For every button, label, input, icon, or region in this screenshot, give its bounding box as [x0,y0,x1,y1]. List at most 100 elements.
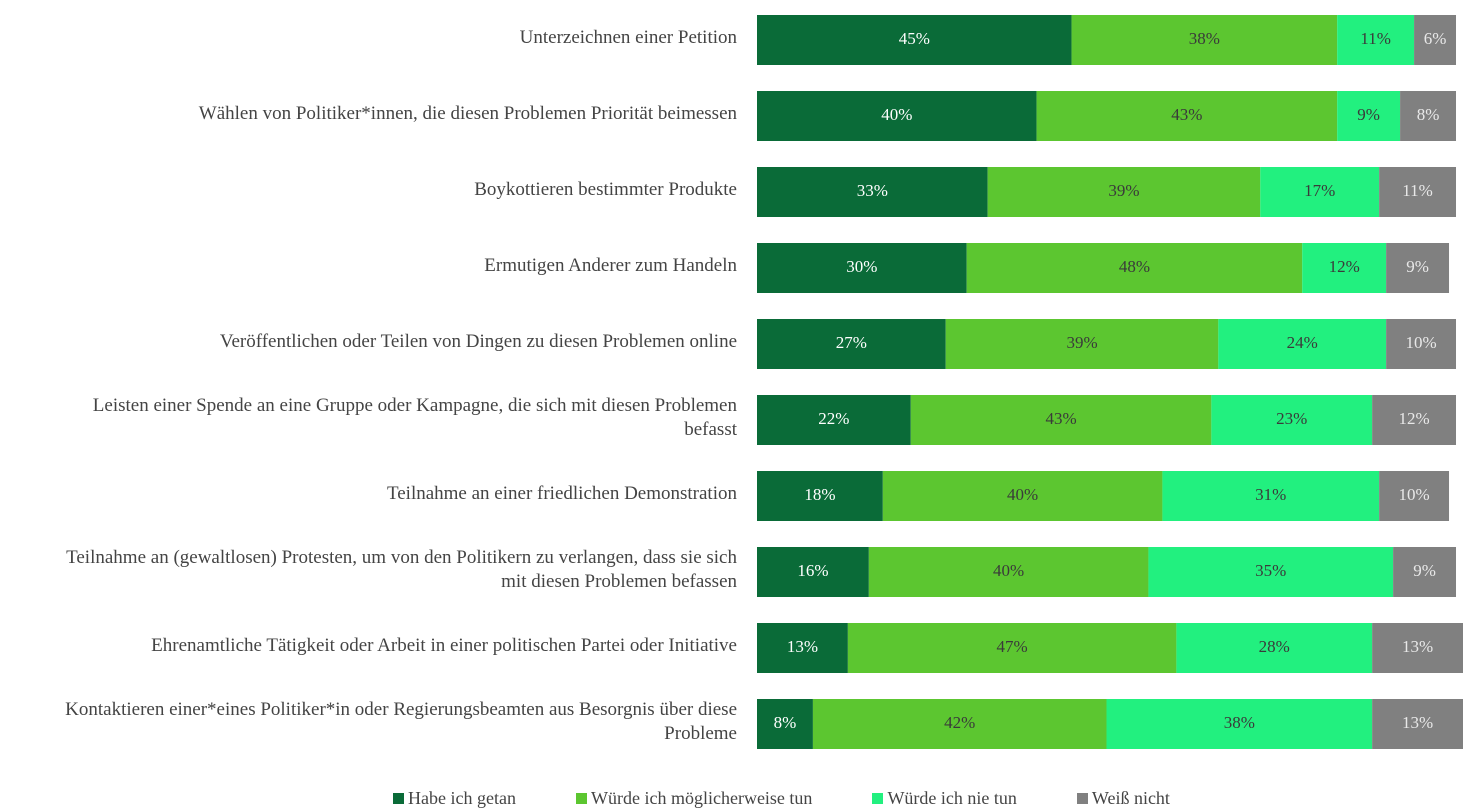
bar-segment [1372,623,1463,673]
bar-segment [1106,699,1373,749]
bar-segment [757,471,883,521]
bar-segment [1260,167,1380,217]
value-label: 22% [818,409,849,428]
value-label: 23% [1276,409,1307,428]
value-label: 43% [1045,409,1076,428]
bar-segment [1386,319,1457,369]
bar-segment [757,243,967,293]
bar-segment [1372,395,1457,445]
value-label: 47% [997,637,1028,656]
value-label: 24% [1287,333,1318,352]
value-label: 40% [993,561,1024,580]
value-label: 10% [1405,333,1436,352]
category-label: Teilnahme an (gewaltlosen) Protesten, um… [66,547,737,592]
legend-label: Würde ich möglicherweise tun [591,788,813,808]
bar-segment [812,699,1107,749]
bar-segment [757,623,848,673]
bar-segment [757,699,813,749]
legend-swatch [872,793,884,804]
legend-item: Habe ich getan [393,788,516,809]
bar-segment [945,319,1219,369]
value-label: 40% [881,105,912,124]
value-label: 39% [1066,333,1097,352]
bar-segment [1386,243,1450,293]
bar-segment [868,547,1149,597]
value-label: 11% [1360,29,1391,48]
value-label: 11% [1402,181,1433,200]
value-label: 43% [1171,105,1202,124]
value-label: 38% [1224,713,1255,732]
value-label: 48% [1119,257,1150,276]
bar-segment [966,243,1303,293]
value-label: 33% [857,181,888,200]
bar-segment [882,471,1163,521]
value-label: 8% [774,713,797,732]
bar-segment [1379,167,1457,217]
value-label: 12% [1398,409,1429,428]
bar-segment [1414,15,1457,65]
legend-label: Weiß nicht [1091,788,1170,808]
value-label: 12% [1329,257,1360,276]
category-label: Leisten einer Spende an eine Gruppe oder… [92,395,737,440]
legend-swatch [576,793,587,804]
bar-segment [1162,471,1380,521]
value-label: 13% [1402,637,1433,656]
bar-segment [1218,319,1387,369]
bar-segment [1337,91,1401,141]
value-label: 27% [836,333,867,352]
bar-segment [1302,243,1387,293]
bar-segment [910,395,1212,445]
bar-segment [847,623,1177,673]
legend-item: Würde ich nie tun [872,788,1017,809]
value-label: 13% [1402,713,1433,732]
legend-swatch [1076,793,1088,804]
value-label: 35% [1255,561,1286,580]
bar-segment [1071,15,1338,65]
bar-segment [757,91,1037,141]
legend-label: Habe ich getan [408,788,516,808]
legend-item: Würde ich möglicherweise tun [576,788,812,809]
value-label: 16% [797,561,828,580]
category-label: Veröffentlichen oder Teilen von Dingen z… [219,331,737,352]
value-label: 42% [944,713,975,732]
category-label: Teilnahme an einer friedlichen Demonstra… [386,483,737,504]
bar-segment [1176,623,1373,673]
bar-segment [757,15,1072,65]
value-label: 30% [846,257,877,276]
bar-segment [1337,15,1415,65]
category-label: Wählen von Politiker*innen, die diesen P… [198,103,737,124]
bar-segment [1400,91,1457,141]
category-label: Kontaktieren einer*eines Politiker*in od… [65,699,737,744]
bar-segment [1148,547,1394,597]
value-label: 9% [1406,257,1429,276]
value-label: 28% [1259,637,1290,656]
category-label: Unterzeichnen einer Petition [519,27,737,48]
bar-segment [1211,395,1373,445]
category-label: Boykottieren bestimmter Produkte [474,179,737,200]
value-label: 10% [1398,485,1429,504]
bar-segment [1036,91,1338,141]
category-label: Ermutigen Anderer zum Handeln [484,255,737,276]
value-label: 8% [1417,105,1440,124]
value-label: 9% [1357,105,1380,124]
value-label: 13% [787,637,818,656]
value-label: 45% [899,29,930,48]
bar-segment [757,547,869,597]
value-label: 40% [1007,485,1038,504]
bar-segment [1379,471,1450,521]
value-label: 39% [1108,181,1139,200]
bar-segment [757,319,946,369]
value-label: 6% [1424,29,1447,48]
value-label: 31% [1255,485,1286,504]
legend: Habe ich getan Würde ich möglicherweise t… [0,788,1463,809]
value-label: 18% [804,485,835,504]
legend-swatch [393,793,405,804]
legend-item: Weiß nicht [1076,788,1170,809]
category-label: Ehrenamtliche Tätigkeit oder Arbeit in e… [151,635,737,656]
bar-segment [757,167,988,217]
bar-segment [757,395,911,445]
value-label: 17% [1304,181,1335,200]
legend-label: Würde ich nie tun [887,788,1017,808]
